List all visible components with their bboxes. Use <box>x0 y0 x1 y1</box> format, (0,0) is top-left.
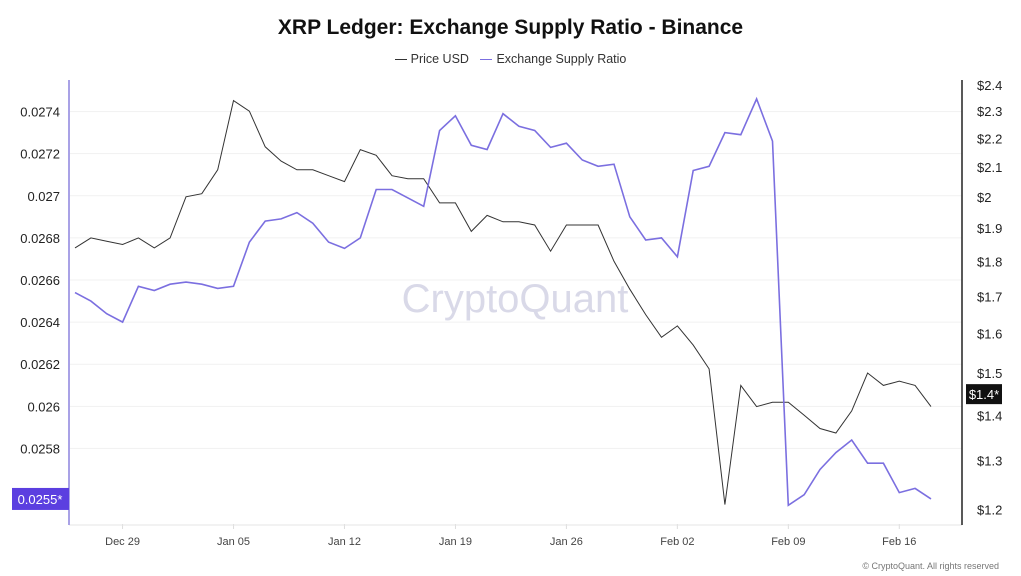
legend-label-ratio: Exchange Supply Ratio <box>496 52 627 67</box>
left-axis-tick: 0.0272 <box>20 147 60 162</box>
right-axis-tick: $2.3 <box>977 104 1002 119</box>
x-axis-tick: Jan 12 <box>328 536 361 548</box>
left-axis-tick: 0.027 <box>27 189 60 204</box>
right-axis-tick: $1.6 <box>977 326 1002 341</box>
left-axis-tick: 0.0262 <box>20 357 60 372</box>
legend-swatch-ratio <box>480 58 493 60</box>
copyright: © CryptoQuant. All rights reserved <box>862 561 999 571</box>
right-axis-tick: $2.2 <box>977 131 1002 146</box>
legend-item-price[interactable]: Price USD <box>394 52 469 67</box>
x-axis-tick: Feb 16 <box>882 536 916 548</box>
legend-item-ratio[interactable]: Exchange Supply Ratio <box>480 52 626 66</box>
right-axis-tick: $2 <box>977 190 991 205</box>
right-axis-tick: $1.9 <box>977 221 1002 236</box>
right-axis-tick: $2.1 <box>977 160 1002 175</box>
x-axis-tick: Feb 09 <box>771 536 805 548</box>
right-axis-tick: $1.4 <box>977 408 1002 423</box>
series-line-exchange-supply-ratio <box>74 96 932 507</box>
left-axis-tick: 0.0258 <box>20 441 60 456</box>
current-ratio-label: 0.0255* <box>18 492 63 507</box>
legend: Price USD Exchange Supply Ratio <box>0 49 1021 66</box>
x-axis-tick: Dec 29 <box>105 536 140 548</box>
watermark: CryptoQuant <box>402 277 629 321</box>
current-price-badge <box>966 384 1002 405</box>
x-axis-tick: Jan 26 <box>550 536 583 548</box>
current-ratio-badge <box>12 487 69 510</box>
right-axis-tick: $1.5 <box>977 366 1002 381</box>
left-axis-tick: 0.0266 <box>20 273 60 288</box>
legend-label-price: Price USD <box>410 52 469 67</box>
x-axis-tick: Jan 05 <box>217 536 250 548</box>
left-axis-tick: 0.0264 <box>20 315 60 330</box>
left-axis-tick: 0.026 <box>27 399 60 414</box>
x-axis-tick: Feb 02 <box>660 536 694 548</box>
right-axis-tick: $1.3 <box>977 454 1002 469</box>
current-price-label: $1.4* <box>969 387 999 402</box>
right-axis-tick: $1.7 <box>977 289 1002 304</box>
left-axis-tick: 0.0268 <box>20 231 60 246</box>
left-axis-tick: 0.0274 <box>20 105 60 120</box>
right-axis-tick: $1.8 <box>977 254 1002 269</box>
x-axis-tick: Jan 19 <box>439 536 472 548</box>
series-line-price-usd <box>74 99 932 505</box>
right-axis-tick: $2.4 <box>977 78 1002 93</box>
chart-title: XRP Ledger: Exchange Supply Ratio - Bina… <box>277 16 744 39</box>
right-axis-tick: $1.2 <box>977 503 1002 518</box>
legend-swatch-price <box>394 58 407 60</box>
